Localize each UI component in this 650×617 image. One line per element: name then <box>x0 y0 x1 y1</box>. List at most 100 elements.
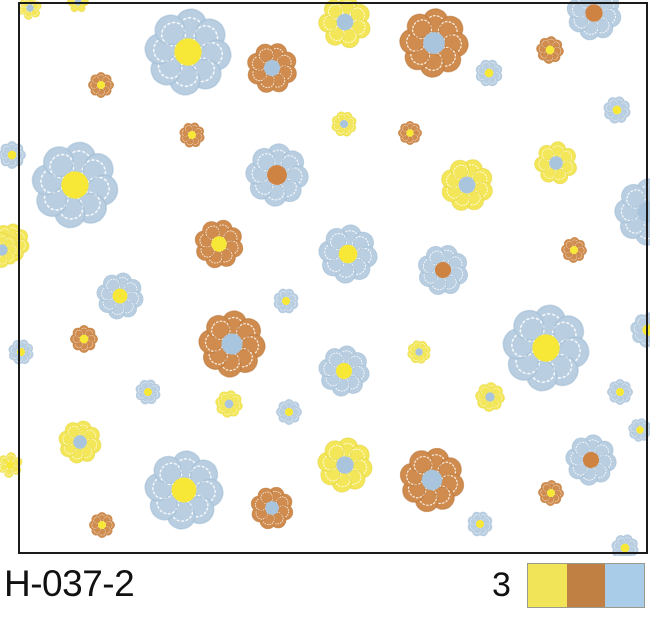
flower-center <box>174 38 202 66</box>
flower-petal <box>412 340 421 350</box>
flower-motif <box>179 122 205 148</box>
flower-petal <box>270 74 288 92</box>
petal-rim <box>219 391 229 402</box>
floral-pattern-canvas <box>0 0 650 556</box>
flower-motif <box>273 288 299 314</box>
petal-rim <box>19 0 29 7</box>
flower-petal <box>284 304 294 314</box>
petal-rim <box>336 111 346 122</box>
flower-motif <box>250 486 294 530</box>
flower-petal <box>180 134 189 144</box>
petal-rim <box>325 348 344 367</box>
flower-petal <box>479 527 488 537</box>
flower-petal <box>252 507 267 522</box>
flower-petal <box>419 269 437 287</box>
petal-rim <box>412 340 421 350</box>
flower-center <box>96 80 106 90</box>
flower-petal <box>278 288 288 298</box>
flower-petal <box>24 343 33 353</box>
flower-petal <box>278 52 296 70</box>
flower-motif <box>502 304 590 392</box>
flower-petal <box>635 314 648 327</box>
flower-center <box>484 68 494 78</box>
petal-rim <box>278 288 288 299</box>
flower-petal <box>449 253 467 271</box>
petal-rim <box>540 482 550 492</box>
petal-rim <box>478 384 490 395</box>
flower-petal <box>480 60 491 70</box>
flower-center <box>585 4 603 22</box>
flower-motif <box>144 450 224 530</box>
petal-rim <box>426 245 445 265</box>
flower-petal <box>195 126 204 136</box>
flower-center <box>475 519 485 529</box>
petal-rim <box>615 535 626 546</box>
flower-center <box>615 387 625 397</box>
flower-center <box>221 333 243 355</box>
petal-rim <box>620 183 645 208</box>
flower-motif <box>603 96 631 124</box>
petal-rim <box>324 440 345 461</box>
flower-motif <box>611 534 639 556</box>
flower-center <box>112 288 128 304</box>
flower-petal <box>487 76 498 86</box>
flower-petal <box>20 355 30 364</box>
petal-rim <box>480 59 491 70</box>
flower-motif <box>0 141 26 169</box>
petal-rim <box>609 381 619 391</box>
petal-rim <box>202 221 220 239</box>
flower-motif <box>318 0 371 49</box>
flower-petal <box>409 450 432 473</box>
petal-rim <box>472 511 482 522</box>
colorway-chip-yellow <box>528 564 567 607</box>
flower-petal <box>256 44 274 62</box>
flower-petal <box>426 246 444 264</box>
flower-motif <box>317 437 373 493</box>
flower-petal <box>271 513 286 528</box>
flower-motif <box>536 36 564 64</box>
flower-center <box>281 296 291 306</box>
flower-center <box>415 348 423 356</box>
flower-center <box>336 13 354 31</box>
flower-center <box>434 261 452 279</box>
flower-petal <box>6 452 16 462</box>
flower-petal <box>473 168 492 187</box>
flower-petal <box>476 71 486 82</box>
flower-motif <box>566 0 622 41</box>
flower-petal <box>277 494 292 509</box>
flower-petal <box>24 11 33 20</box>
flower-petal <box>467 523 477 532</box>
flower-petal <box>492 64 502 75</box>
petal-rim <box>0 143 11 154</box>
flower-petal <box>147 395 156 404</box>
flower-petal <box>136 391 145 400</box>
flower-center <box>612 105 622 115</box>
flower-center <box>637 201 650 223</box>
petal-rim <box>539 37 550 48</box>
flower-motif <box>441 159 493 211</box>
flower-motif <box>538 480 564 506</box>
petal-rim <box>278 401 288 411</box>
flower-center <box>532 334 560 362</box>
flower-center <box>458 176 476 194</box>
flower-petal <box>248 66 266 84</box>
flower-motif <box>88 72 114 98</box>
petal-rim <box>574 0 595 8</box>
flower-petal <box>140 380 149 389</box>
flower-motif <box>58 420 102 464</box>
flower-center <box>406 129 414 137</box>
flower-center <box>171 477 197 503</box>
petal-rim <box>183 122 193 133</box>
flower-center <box>546 488 556 498</box>
flower-center <box>79 334 89 344</box>
flower-center <box>335 362 353 380</box>
flower-motif <box>407 340 431 364</box>
flower-motif <box>8 339 34 365</box>
flower-motif <box>561 237 587 263</box>
flower-motif <box>475 59 503 87</box>
petal-rim <box>513 309 545 341</box>
petal-rim <box>449 159 469 180</box>
petal-rim <box>325 227 347 250</box>
petal-rim <box>409 450 433 474</box>
